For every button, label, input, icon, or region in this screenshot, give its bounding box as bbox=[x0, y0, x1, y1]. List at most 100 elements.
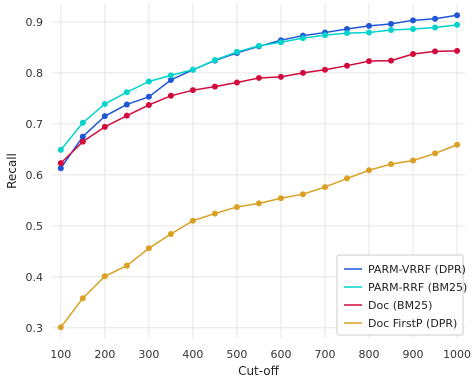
y-tick-label: 0.3 bbox=[26, 322, 44, 335]
data-point bbox=[255, 42, 262, 49]
x-tick-label: 1000 bbox=[443, 348, 471, 361]
data-point bbox=[101, 100, 108, 107]
data-point bbox=[344, 62, 350, 69]
data-point bbox=[321, 66, 328, 73]
data-point bbox=[299, 69, 306, 76]
data-point bbox=[211, 210, 218, 217]
data-point bbox=[79, 295, 86, 302]
data-point bbox=[277, 73, 284, 80]
data-point bbox=[299, 35, 306, 42]
data-point bbox=[321, 184, 328, 191]
data-point bbox=[79, 133, 86, 140]
data-point bbox=[57, 146, 64, 153]
data-point bbox=[299, 191, 306, 198]
data-point bbox=[57, 324, 64, 331]
legend-label: PARM-RRF (BM25) bbox=[368, 281, 467, 294]
data-point bbox=[432, 24, 439, 31]
data-point bbox=[321, 32, 328, 39]
data-point bbox=[145, 101, 152, 108]
data-point bbox=[454, 21, 461, 28]
data-point bbox=[344, 175, 350, 182]
series-2 bbox=[57, 47, 461, 167]
y-tick-label: 0.9 bbox=[26, 16, 44, 29]
data-point bbox=[167, 72, 174, 79]
legend-label: Doc (BM25) bbox=[368, 299, 432, 312]
data-point bbox=[79, 119, 86, 126]
axes: 0.3 0.4 0.5 0.6 0.7 0.8 0.9 100 200 300 400 500 600 7… bbox=[26, 16, 472, 361]
data-point bbox=[57, 160, 64, 167]
data-point bbox=[189, 87, 196, 94]
x-tick-label: 600 bbox=[270, 348, 291, 361]
data-point bbox=[255, 200, 262, 207]
data-point bbox=[454, 12, 461, 19]
data-point bbox=[123, 262, 130, 269]
x-tick-label: 500 bbox=[226, 348, 247, 361]
y-tick-label: 0.6 bbox=[26, 169, 44, 182]
legend: PARM-VRRF (DPR) PARM-RRF (BM25) Doc (BM25)… bbox=[336, 254, 467, 336]
data-point bbox=[123, 89, 130, 96]
data-point bbox=[366, 29, 373, 36]
data-point bbox=[189, 217, 196, 224]
legend-box bbox=[336, 254, 464, 336]
data-point bbox=[255, 74, 262, 81]
data-point bbox=[366, 22, 373, 29]
data-point bbox=[454, 141, 461, 148]
data-point bbox=[432, 48, 439, 55]
data-point bbox=[410, 25, 417, 32]
y-tick-label: 0.4 bbox=[26, 271, 44, 284]
data-point bbox=[454, 47, 461, 54]
data-point bbox=[410, 157, 417, 164]
data-point bbox=[277, 39, 284, 46]
data-point bbox=[145, 93, 152, 100]
data-point bbox=[388, 161, 395, 168]
data-point bbox=[101, 123, 108, 130]
data-point bbox=[277, 195, 284, 202]
x-axis-title: Cut-off bbox=[238, 364, 280, 378]
data-point bbox=[432, 15, 439, 22]
y-axis-title: Recall bbox=[5, 153, 19, 189]
data-point bbox=[211, 83, 218, 90]
data-point bbox=[233, 79, 240, 86]
data-point bbox=[233, 203, 240, 210]
data-point bbox=[79, 138, 86, 145]
data-point bbox=[145, 245, 152, 252]
data-point bbox=[101, 273, 108, 280]
data-point bbox=[189, 66, 196, 73]
data-point bbox=[366, 167, 373, 174]
x-tick-label: 300 bbox=[138, 348, 159, 361]
data-point bbox=[57, 165, 64, 172]
data-point bbox=[388, 27, 395, 34]
data-point bbox=[344, 30, 350, 37]
y-tick-label: 0.5 bbox=[26, 220, 44, 233]
data-point bbox=[410, 17, 417, 24]
y-tick-label: 0.8 bbox=[26, 67, 44, 80]
series-group bbox=[57, 12, 461, 331]
data-point bbox=[388, 57, 395, 64]
legend-label: PARM-VRRF (DPR) bbox=[368, 263, 466, 276]
data-point bbox=[233, 48, 240, 55]
legend-label: Doc FirstP (DPR) bbox=[368, 317, 457, 330]
x-tick-label: 700 bbox=[314, 348, 335, 361]
x-tick-label: 100 bbox=[50, 348, 71, 361]
data-point bbox=[101, 113, 108, 120]
data-point bbox=[211, 57, 218, 64]
x-tick-label: 200 bbox=[94, 348, 115, 361]
data-point bbox=[167, 230, 174, 237]
x-tick-label: 400 bbox=[182, 348, 203, 361]
data-point bbox=[123, 112, 130, 119]
data-point bbox=[410, 50, 417, 57]
y-tick-label: 0.7 bbox=[26, 118, 44, 131]
data-point bbox=[145, 78, 152, 85]
data-point bbox=[388, 20, 395, 27]
data-point bbox=[432, 150, 439, 157]
series-3 bbox=[57, 141, 461, 331]
data-point bbox=[167, 76, 174, 83]
x-tick-label: 800 bbox=[359, 348, 380, 361]
series-1 bbox=[57, 21, 461, 153]
x-tick-label: 900 bbox=[403, 348, 424, 361]
data-point bbox=[167, 92, 174, 99]
data-point bbox=[366, 58, 373, 65]
data-point bbox=[123, 101, 130, 108]
